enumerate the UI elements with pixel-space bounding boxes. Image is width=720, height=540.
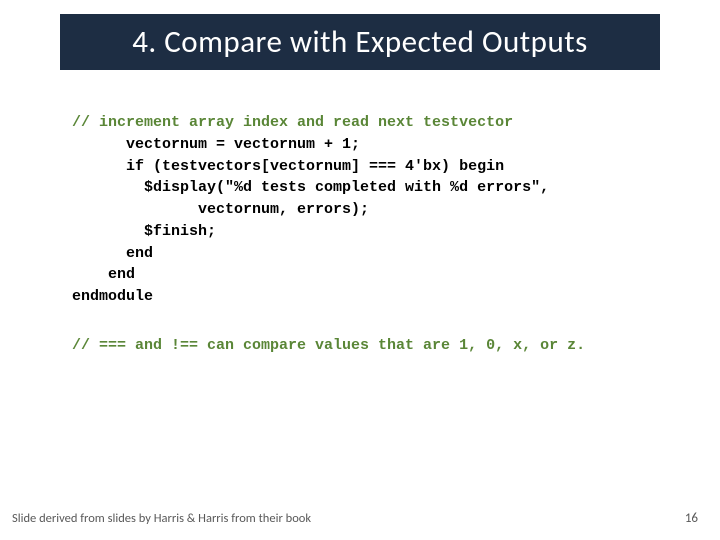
code-line: $display("%d tests completed with %d err… xyxy=(72,179,549,196)
note-block: // === and !== can compare values that a… xyxy=(72,335,680,357)
slide-title: 4. Compare with Expected Outputs xyxy=(132,23,588,61)
page-number: 16 xyxy=(685,511,698,526)
code-line: end xyxy=(72,245,153,262)
footer-attribution: Slide derived from slides by Harris & Ha… xyxy=(12,511,311,526)
title-bar: 4. Compare with Expected Outputs xyxy=(60,14,660,70)
code-line: $finish; xyxy=(72,223,216,240)
code-line: if (testvectors[vectornum] === 4'bx) beg… xyxy=(72,158,504,175)
code-line: vectornum = vectornum + 1; xyxy=(72,136,360,153)
code-line: endmodule xyxy=(72,288,153,305)
code-block: // increment array index and read next t… xyxy=(72,112,680,308)
code-comment: // increment array index and read next t… xyxy=(72,114,513,131)
note-comment: // === and !== can compare values that a… xyxy=(72,337,585,354)
code-line: end xyxy=(72,266,135,283)
code-line: vectornum, errors); xyxy=(72,201,369,218)
